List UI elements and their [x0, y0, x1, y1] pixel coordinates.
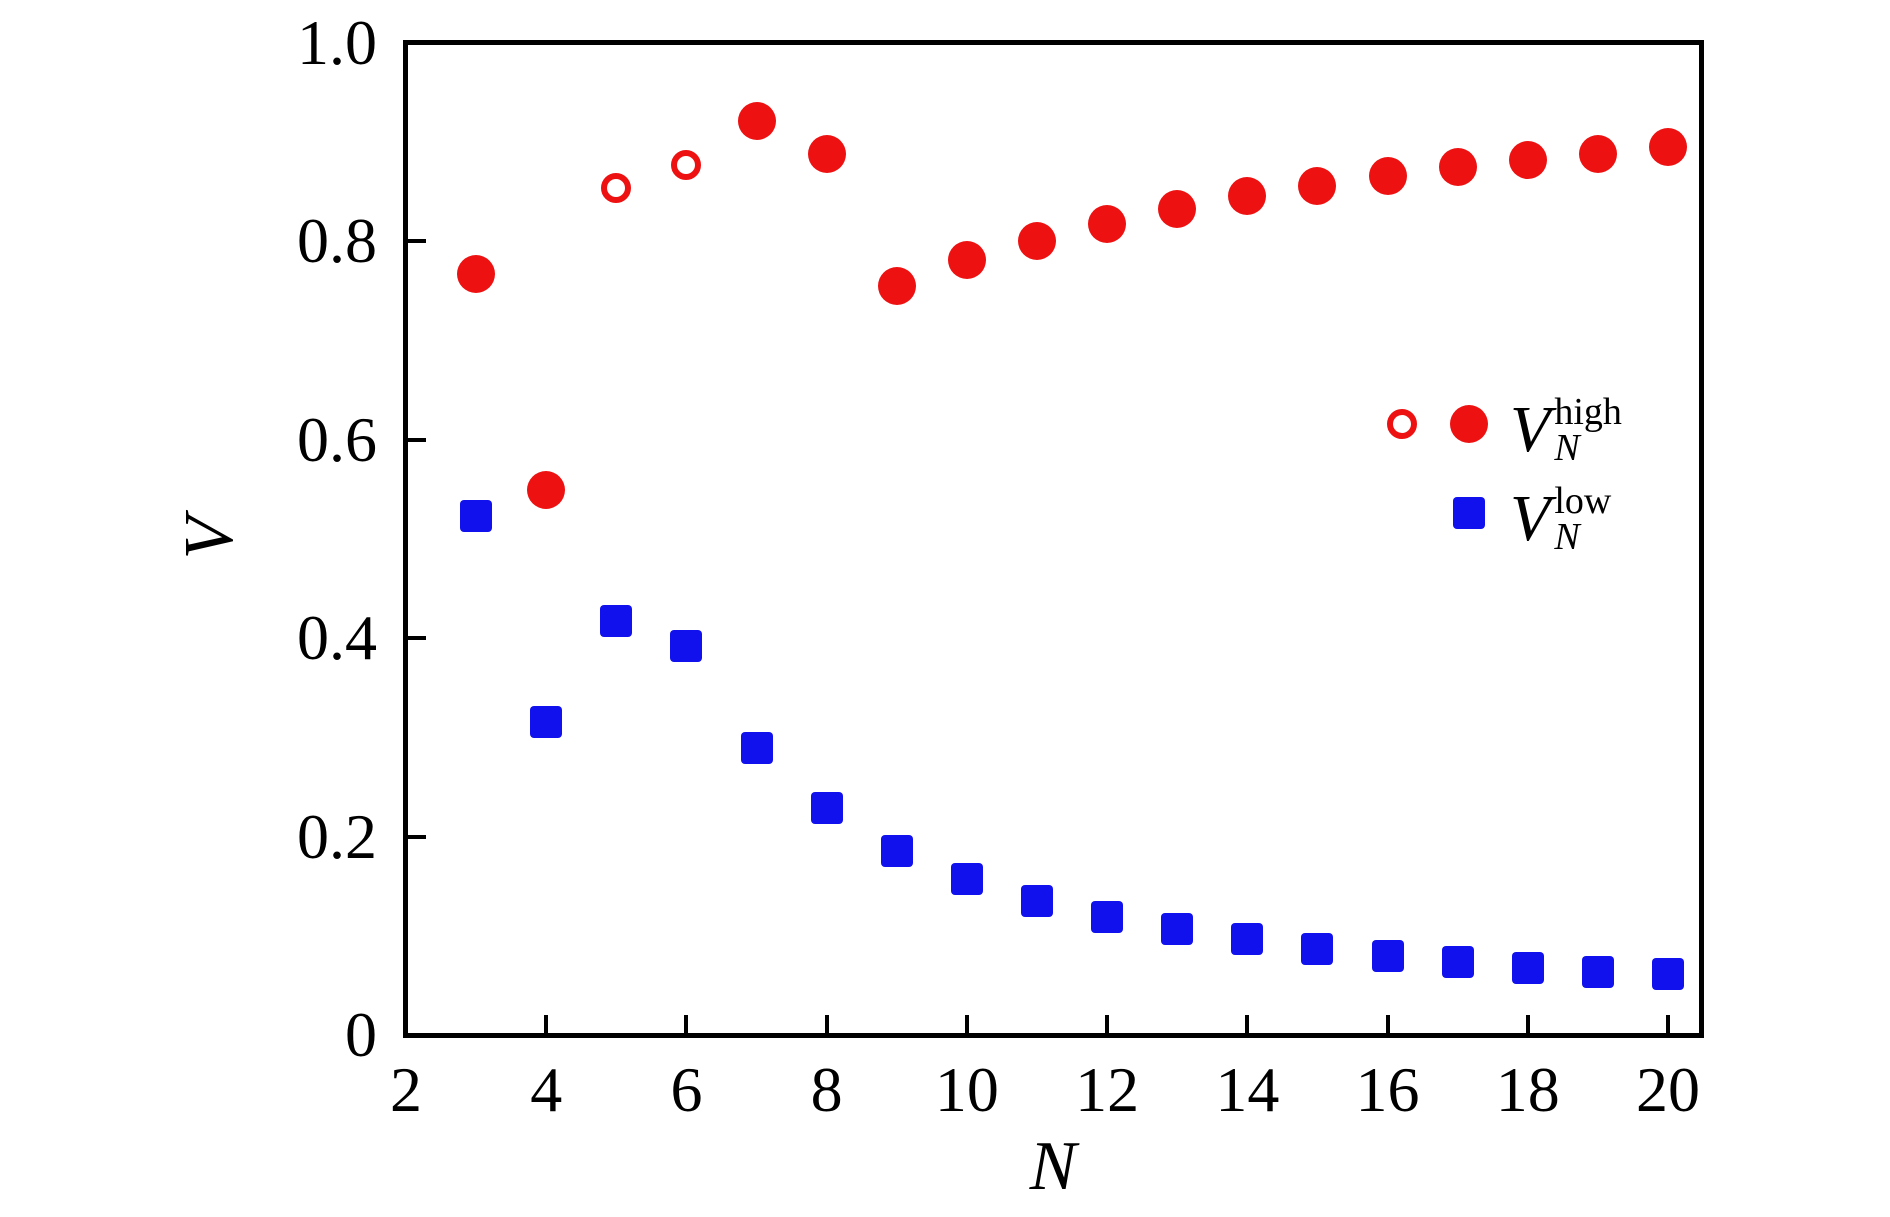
data-point-V_N_low [600, 605, 633, 638]
x-tick-label: 14 [1215, 1054, 1280, 1125]
legend-open-circle-icon [1387, 409, 1417, 439]
y-tick-label: 0.6 [297, 403, 377, 475]
data-point-V_N_high_filled [1508, 141, 1547, 180]
data-point-V_N_high_filled [1088, 204, 1127, 243]
data-point-V_N_low [1020, 885, 1053, 918]
data-point-V_N_low [1301, 932, 1334, 965]
plot-area [403, 40, 1704, 1038]
x-axis-tick [1105, 1015, 1110, 1033]
x-axis-tick [1385, 1015, 1390, 1033]
data-point-V_N_low [1651, 958, 1684, 991]
data-point-V_N_low [1091, 900, 1124, 933]
legend-high-base: V [1510, 393, 1551, 466]
x-axis-tick [544, 1015, 549, 1033]
legend-label-high: V high N [1510, 391, 1622, 469]
data-point-V_N_high_open [601, 172, 632, 203]
y-tick-label: 0.4 [297, 602, 377, 674]
data-point-V_N_low [1371, 939, 1404, 972]
data-point-V_N_low [460, 500, 493, 533]
y-tick-label: 0 [345, 999, 377, 1070]
x-axis-tick [1525, 1015, 1530, 1033]
x-tick-label: 4 [530, 1054, 563, 1125]
data-point-V_N_low [740, 732, 773, 765]
data-point-V_N_high_filled [1578, 135, 1617, 174]
data-point-V_N_low [1231, 922, 1264, 955]
data-point-V_N_high_open [671, 150, 702, 181]
data-point-V_N_high_filled [877, 267, 916, 306]
y-axis-tick [408, 239, 426, 244]
legend-high-scripts: high N [1554, 391, 1622, 469]
x-tick-label: 20 [1635, 1054, 1700, 1125]
data-point-V_N_low [810, 791, 843, 824]
data-point-V_N_high_filled [807, 135, 846, 174]
data-point-V_N_low [1441, 945, 1474, 978]
x-axis-tick [1665, 1015, 1670, 1033]
data-point-V_N_high_filled [1438, 148, 1477, 186]
x-tick-label: 12 [1075, 1054, 1140, 1125]
legend-low-superscript: low [1554, 480, 1612, 522]
data-point-V_N_low [1581, 955, 1614, 988]
legend-low-base: V [1510, 482, 1551, 555]
data-point-V_N_high_filled [1158, 189, 1197, 228]
legend-high-subscript: N [1554, 427, 1580, 469]
x-tick-label: 10 [934, 1054, 999, 1125]
x-axis-tick [1245, 1015, 1250, 1033]
x-tick-label: 16 [1355, 1054, 1420, 1125]
legend-filled-circle-icon [1450, 405, 1488, 443]
y-axis-label: V [171, 516, 248, 560]
data-point-V_N_high_filled [1017, 222, 1056, 261]
x-tick-label: 18 [1495, 1054, 1560, 1125]
legend-square-icon [1453, 497, 1485, 529]
data-point-V_N_high_filled [1368, 156, 1407, 195]
x-tick-label: 8 [810, 1054, 843, 1125]
legend-high-superscript: high [1554, 391, 1622, 433]
x-axis-label: N [1029, 1128, 1077, 1205]
x-tick-label: 6 [670, 1054, 703, 1125]
data-point-V_N_low [950, 863, 983, 896]
y-tick-label: 0.8 [297, 205, 377, 277]
x-axis-tick [824, 1015, 829, 1033]
legend-low-scripts: low N [1554, 480, 1612, 558]
legend-low-subscript: N [1554, 516, 1580, 558]
x-axis-tick [684, 1015, 689, 1033]
data-point-V_N_high_filled [1298, 166, 1337, 205]
data-point-V_N_high_filled [457, 255, 496, 294]
x-tick-label: 2 [390, 1054, 422, 1125]
data-point-V_N_low [880, 835, 913, 868]
data-point-V_N_high_filled [1648, 128, 1687, 167]
data-point-V_N_high_filled [947, 241, 986, 280]
x-axis-tick [964, 1015, 969, 1033]
y-tick-label: 1.0 [297, 7, 377, 78]
data-point-V_N_high_filled [1228, 176, 1267, 215]
y-tick-label: 0.2 [297, 800, 377, 872]
y-axis-tick [408, 834, 426, 839]
data-point-V_N_low [530, 705, 563, 738]
data-point-V_N_high_filled [527, 471, 566, 510]
data-point-V_N_low [1161, 912, 1194, 945]
legend-label-low: V low N [1510, 480, 1612, 558]
data-point-V_N_low [670, 630, 703, 663]
y-axis-tick [408, 636, 426, 641]
data-point-V_N_high_filled [737, 102, 776, 141]
y-axis-tick [408, 437, 426, 442]
data-point-V_N_low [1511, 951, 1544, 984]
